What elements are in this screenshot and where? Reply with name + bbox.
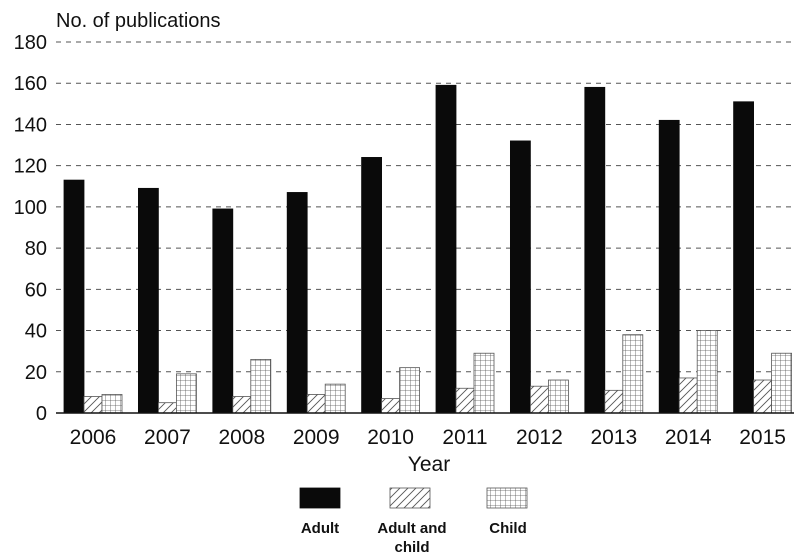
bar-child-2010 (399, 367, 421, 414)
x-tick-label: 2009 (293, 426, 340, 449)
x-axis-title: Year (408, 453, 450, 476)
bar-child-2014 (696, 330, 718, 414)
bar-adult-2013 (584, 86, 606, 414)
bar-adult-2012 (509, 140, 531, 414)
bar-adult-2009 (286, 192, 308, 414)
bar-adult-and-child-2009 (306, 394, 326, 414)
legend-label: Adult and child (377, 520, 446, 553)
bar-adult-2007 (137, 187, 159, 414)
y-tick-label: 0 (36, 403, 47, 425)
bar-adult-and-child-2008 (232, 396, 252, 414)
legend-swatch (389, 487, 431, 509)
bar-child-2008 (250, 359, 272, 414)
y-tick-label: 140 (14, 114, 47, 136)
y-axis-title: No. of publications (56, 10, 221, 32)
gridlines (56, 41, 794, 373)
bar-child-2006 (101, 394, 123, 414)
y-tick-label: 100 (14, 197, 47, 219)
bar-adult-and-child-2012 (530, 385, 549, 414)
legend-swatch (486, 487, 528, 509)
x-tick-label: 2011 (442, 426, 487, 449)
bar-adult-2015 (733, 101, 754, 414)
x-tick-label: 2014 (665, 426, 712, 449)
legend-swatch (299, 487, 341, 509)
bar-adult-and-child-2007 (157, 402, 177, 414)
x-tick-label: 2010 (367, 426, 414, 449)
x-tick-label: 2006 (70, 426, 117, 449)
x-tick-label: 2012 (516, 426, 563, 449)
legend: Adult Adult and child Child (299, 487, 528, 553)
y-tick-label: 160 (14, 73, 47, 95)
bar-child-2015 (771, 352, 792, 414)
bar-adult-and-child-2013 (604, 389, 624, 414)
bar-adult-2008 (212, 208, 234, 414)
bar-adult-and-child-2006 (83, 396, 103, 414)
x-tick-labels: 2006 2007 2008 2009 2010 2011 2012 2013 2014 2015 (70, 426, 786, 449)
y-tick-label: 80 (25, 238, 47, 260)
legend-label: Child (489, 520, 527, 537)
x-tick-label: 2007 (144, 426, 191, 449)
bar-adult-2011 (435, 84, 457, 414)
x-tick-label: 2013 (590, 426, 637, 449)
bar-child-2011 (473, 352, 495, 414)
bar-child-2007 (175, 373, 197, 414)
bar-adult-2014 (658, 119, 680, 414)
y-tick-label: 120 (14, 156, 47, 178)
y-tick-label: 20 (25, 362, 47, 384)
x-tick-label: 2008 (218, 426, 265, 449)
bar-adult-2006 (63, 179, 85, 414)
x-tick-label: 2015 (739, 426, 786, 449)
legend-label: Adult (301, 520, 339, 537)
y-tick-labels: 0 20 40 60 80 100 120 140 160 180 (14, 32, 47, 425)
bar-child-2013 (622, 334, 644, 414)
bar-child-2009 (324, 383, 346, 414)
bar-adult-2010 (361, 157, 383, 414)
bar-child-2012 (548, 379, 569, 414)
bar-adult-and-child-2014 (678, 377, 698, 414)
bars (63, 84, 792, 414)
y-tick-label: 60 (25, 279, 47, 301)
y-tick-label: 40 (25, 321, 47, 343)
bar-adult-and-child-2011 (455, 387, 475, 414)
bar-adult-and-child-2015 (753, 379, 772, 414)
bar-adult-and-child-2010 (381, 398, 401, 414)
y-tick-label: 180 (14, 32, 47, 54)
